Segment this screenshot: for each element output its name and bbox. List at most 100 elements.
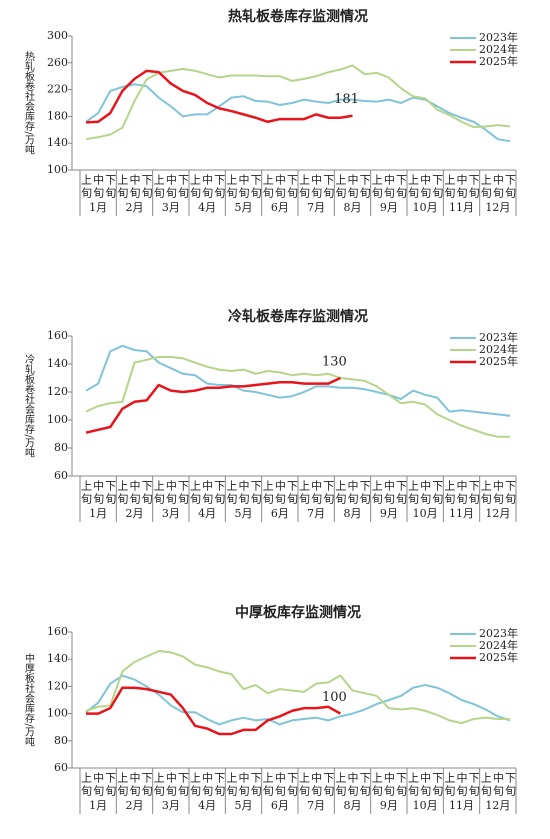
y-tick-label: 160 bbox=[47, 625, 68, 638]
group-label: 3月 bbox=[162, 201, 180, 214]
group-label: 12月 bbox=[485, 201, 510, 214]
group-label: 5月 bbox=[235, 201, 253, 214]
chart-title: 热轧板卷库存监测情况 bbox=[228, 8, 368, 25]
series-line bbox=[85, 64, 511, 141]
x-tick-label: 中旬 bbox=[237, 772, 250, 798]
group-label: 2月 bbox=[126, 507, 144, 520]
x-tick-label: 中旬 bbox=[491, 174, 504, 200]
x-tick-label: 上旬 bbox=[80, 480, 93, 506]
x-tick-label: 下旬 bbox=[213, 174, 226, 200]
y-axis-label: 热轧板卷社会库存/万吨 bbox=[23, 50, 35, 155]
x-tick-label: 中旬 bbox=[455, 174, 468, 200]
x-tick-label: 中旬 bbox=[310, 174, 323, 200]
x-tick-label: 中旬 bbox=[273, 772, 286, 798]
legend-label: 2024年 bbox=[479, 342, 518, 356]
legend-label: 2023年 bbox=[479, 626, 518, 640]
y-tick-label: 60 bbox=[54, 469, 68, 482]
x-tick-label: 中旬 bbox=[346, 772, 359, 798]
x-tick-label: 中旬 bbox=[382, 772, 395, 798]
x-tick-label: 上旬 bbox=[298, 174, 311, 200]
group-label: 6月 bbox=[271, 799, 289, 812]
x-tick-label: 上旬 bbox=[152, 480, 165, 506]
x-tick-label: 中旬 bbox=[164, 772, 177, 798]
x-tick-label: 下旬 bbox=[176, 480, 189, 506]
group-label: 3月 bbox=[162, 799, 180, 812]
x-tick-label: 中旬 bbox=[128, 174, 141, 200]
x-tick-label: 上旬 bbox=[152, 772, 165, 798]
x-tick-label: 下旬 bbox=[104, 174, 117, 200]
x-tick-label: 上旬 bbox=[298, 772, 311, 798]
x-tick-label: 上旬 bbox=[479, 174, 492, 200]
group-label: 7月 bbox=[307, 507, 325, 520]
x-tick-label: 下旬 bbox=[249, 480, 262, 506]
x-tick-label: 上旬 bbox=[407, 174, 420, 200]
x-tick-label: 上旬 bbox=[370, 174, 383, 200]
group-label: 5月 bbox=[235, 799, 253, 812]
y-tick-label: 120 bbox=[47, 385, 68, 398]
x-tick-label: 下旬 bbox=[503, 772, 516, 798]
x-tick-label: 下旬 bbox=[176, 772, 189, 798]
x-tick-label: 下旬 bbox=[285, 480, 298, 506]
y-tick-label: 80 bbox=[54, 441, 68, 454]
legend-label: 2025年 bbox=[479, 354, 518, 368]
series-line bbox=[85, 376, 341, 434]
group-label: 8月 bbox=[344, 201, 362, 214]
legend-label: 2025年 bbox=[479, 650, 518, 664]
x-tick-label: 上旬 bbox=[334, 772, 347, 798]
x-tick-label: 中旬 bbox=[419, 174, 432, 200]
x-tick-label: 下旬 bbox=[431, 480, 444, 506]
x-tick-label: 下旬 bbox=[285, 772, 298, 798]
x-tick-label: 下旬 bbox=[140, 772, 153, 798]
x-tick-label: 中旬 bbox=[346, 480, 359, 506]
chart-title: 冷轧板卷库存监测情况 bbox=[228, 308, 368, 325]
x-tick-label: 下旬 bbox=[467, 174, 480, 200]
group-label: 1月 bbox=[89, 507, 107, 520]
x-tick-label: 上旬 bbox=[116, 772, 129, 798]
x-tick-label: 上旬 bbox=[370, 772, 383, 798]
x-tick-label: 下旬 bbox=[358, 480, 371, 506]
y-tick-label: 100 bbox=[47, 163, 68, 176]
x-tick-label: 下旬 bbox=[322, 480, 335, 506]
x-tick-label: 中旬 bbox=[419, 480, 432, 506]
group-label: 10月 bbox=[413, 201, 438, 214]
x-tick-label: 下旬 bbox=[394, 174, 407, 200]
x-tick-label: 中旬 bbox=[419, 772, 432, 798]
x-tick-label: 上旬 bbox=[189, 772, 202, 798]
group-label: 2月 bbox=[126, 799, 144, 812]
group-label: 8月 bbox=[344, 507, 362, 520]
y-tick-label: 100 bbox=[47, 413, 68, 426]
group-label: 6月 bbox=[271, 507, 289, 520]
group-label: 12月 bbox=[485, 799, 510, 812]
x-tick-label: 中旬 bbox=[310, 480, 323, 506]
x-tick-label: 上旬 bbox=[407, 480, 420, 506]
x-tick-label: 中旬 bbox=[201, 174, 214, 200]
y-tick-label: 180 bbox=[47, 109, 68, 122]
group-label: 7月 bbox=[307, 799, 325, 812]
x-tick-label: 下旬 bbox=[249, 772, 262, 798]
x-tick-label: 上旬 bbox=[261, 174, 274, 200]
y-tick-label: 60 bbox=[54, 761, 68, 774]
group-label: 10月 bbox=[413, 799, 438, 812]
y-tick-label: 100 bbox=[47, 707, 68, 720]
x-tick-label: 上旬 bbox=[334, 174, 347, 200]
x-tick-label: 下旬 bbox=[140, 174, 153, 200]
y-tick-label: 140 bbox=[47, 136, 68, 149]
x-tick-label: 中旬 bbox=[92, 174, 105, 200]
group-label: 12月 bbox=[485, 507, 510, 520]
y-tick-label: 140 bbox=[47, 357, 68, 370]
x-tick-label: 中旬 bbox=[92, 480, 105, 506]
y-tick-label: 260 bbox=[47, 56, 68, 69]
y-tick-label: 300 bbox=[47, 29, 68, 42]
x-tick-label: 中旬 bbox=[382, 480, 395, 506]
x-tick-label: 上旬 bbox=[80, 174, 93, 200]
x-tick-label: 上旬 bbox=[479, 480, 492, 506]
group-label: 9月 bbox=[380, 201, 398, 214]
x-tick-label: 上旬 bbox=[261, 480, 274, 506]
group-label: 3月 bbox=[162, 507, 180, 520]
x-tick-label: 中旬 bbox=[382, 174, 395, 200]
x-tick-label: 中旬 bbox=[164, 480, 177, 506]
y-tick-label: 140 bbox=[47, 652, 68, 665]
x-tick-label: 上旬 bbox=[443, 174, 456, 200]
